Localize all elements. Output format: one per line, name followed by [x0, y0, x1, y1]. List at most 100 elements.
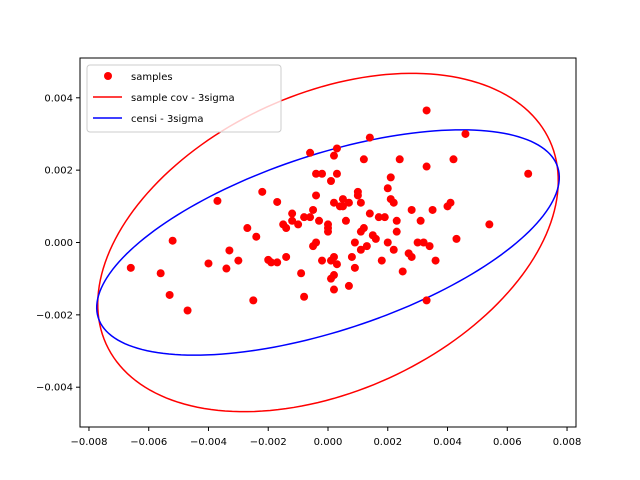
sample-point: [332, 260, 341, 269]
sample-point: [249, 296, 258, 305]
sample-point: [165, 290, 174, 299]
y-tick-label: 0.000: [44, 238, 73, 249]
sample-point: [309, 205, 318, 214]
sample-point: [126, 263, 135, 272]
sample-point: [383, 238, 392, 247]
sample-point: [365, 209, 374, 218]
sample-point: [392, 216, 401, 225]
sample-point: [407, 205, 416, 214]
sample-point: [312, 238, 321, 247]
points-layer: [126, 106, 533, 315]
y-tick-label: −0.002: [36, 310, 73, 321]
legend: samples sample cov - 3sigma censi - 3sig…: [86, 64, 282, 133]
sample-point: [350, 238, 359, 247]
sample-point: [347, 252, 356, 261]
sample-point: [183, 306, 192, 315]
sample-point: [338, 202, 347, 211]
x-tick-label: −0.002: [250, 437, 287, 448]
sample-point: [294, 220, 303, 229]
sample-point: [300, 213, 309, 222]
sample-point: [156, 269, 165, 278]
sample-point: [356, 245, 365, 254]
sample-point: [282, 224, 291, 233]
y-tick-label: −0.004: [36, 383, 73, 394]
sample-point: [359, 155, 368, 164]
sample-point: [425, 242, 434, 251]
sample-point: [312, 191, 321, 200]
sample-point: [315, 216, 324, 225]
legend-label-censi: censi - 3sigma: [131, 114, 204, 125]
sample-point: [318, 169, 327, 178]
sample-point: [332, 169, 341, 178]
sample-point: [359, 224, 368, 233]
sample-cov-ellipse: [97, 72, 559, 413]
censi-ellipse: [95, 129, 561, 356]
sample-point: [524, 169, 533, 178]
x-tick-label: 0.004: [433, 437, 462, 448]
legend-marker-samples: [104, 72, 112, 80]
sample-point: [338, 195, 347, 204]
sample-point: [422, 296, 431, 305]
sample-point: [234, 256, 243, 265]
sample-point: [431, 256, 440, 265]
x-tick-label: 0.002: [373, 437, 402, 448]
x-tick-label: −0.008: [70, 437, 107, 448]
sample-point: [168, 236, 177, 245]
sample-point: [353, 191, 362, 200]
sample-point: [449, 155, 458, 164]
sample-point: [258, 187, 267, 196]
sample-point: [252, 232, 261, 241]
sample-point: [273, 197, 282, 206]
sample-point: [297, 269, 306, 278]
sample-point: [422, 106, 431, 115]
sample-point: [312, 169, 321, 178]
sample-point: [416, 216, 425, 225]
sample-point: [422, 162, 431, 171]
sample-point: [350, 263, 359, 272]
sample-point: [362, 242, 371, 251]
sample-point: [329, 252, 338, 261]
sample-point: [371, 234, 380, 243]
sample-point: [267, 258, 276, 267]
sample-point: [383, 184, 392, 193]
sample-point: [428, 205, 437, 214]
sample-point: [419, 238, 428, 247]
sample-point: [273, 258, 282, 267]
sample-point: [395, 155, 404, 164]
legend-label-sample-cov: sample cov - 3sigma: [131, 93, 235, 104]
x-tick-label: −0.004: [190, 437, 227, 448]
sample-point: [344, 198, 353, 207]
sample-point: [329, 285, 338, 294]
x-tick-label: 0.000: [314, 437, 343, 448]
sample-point: [329, 151, 338, 160]
sample-point: [485, 220, 494, 229]
sample-point: [213, 196, 222, 205]
sample-point: [389, 245, 398, 254]
sample-point: [380, 213, 389, 222]
x-tick-label: 0.006: [493, 437, 522, 448]
y-axis: −0.004 −0.002 0.000 0.002 0.004: [36, 93, 80, 394]
sample-point: [374, 213, 383, 222]
sample-point: [341, 216, 350, 225]
sample-point: [356, 198, 365, 207]
sample-point: [365, 133, 374, 142]
sample-point: [329, 198, 338, 207]
sample-point: [282, 252, 291, 261]
sample-point: [204, 259, 213, 268]
y-tick-label: 0.004: [44, 93, 73, 104]
sample-point: [392, 227, 401, 236]
x-axis: −0.008 −0.006 −0.004 −0.002 0.000 0.002 0.004 0…: [70, 427, 581, 448]
sample-point: [413, 238, 422, 247]
sample-point: [318, 256, 327, 265]
sample-point: [407, 252, 416, 261]
sample-point: [288, 209, 297, 218]
sample-point: [306, 213, 315, 222]
sample-point: [225, 246, 234, 255]
sample-point: [243, 224, 252, 233]
sample-point: [288, 216, 297, 225]
y-tick-label: 0.002: [44, 166, 73, 177]
sample-point: [452, 234, 461, 243]
sample-point: [446, 198, 455, 207]
sample-point: [398, 267, 407, 276]
